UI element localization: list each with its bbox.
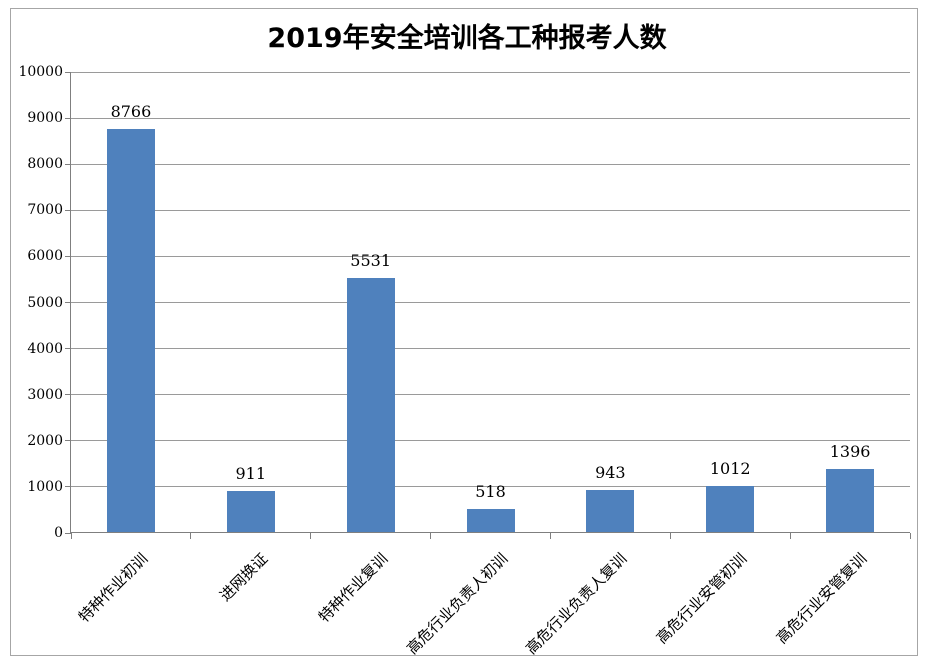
chart-title: 2019年安全培训各工种报考人数 bbox=[267, 23, 667, 54]
y-axis-tick bbox=[65, 209, 71, 211]
chart-frame bbox=[10, 8, 918, 656]
gridline-10000 bbox=[71, 71, 910, 73]
bar-value-label: 943 bbox=[595, 462, 626, 482]
bar-3 bbox=[346, 278, 395, 533]
bar-value-label: 911 bbox=[235, 464, 267, 483]
bar-value-label: 8766 bbox=[110, 101, 152, 121]
bar-1 bbox=[106, 128, 155, 533]
x-axis-tick bbox=[909, 533, 911, 539]
y-axis-tick bbox=[65, 394, 71, 396]
bar-5 bbox=[586, 489, 635, 533]
y-axis-tick bbox=[65, 440, 71, 442]
y-axis-tick bbox=[65, 255, 71, 257]
y-axis-tick bbox=[65, 348, 71, 350]
y-axis-tick bbox=[65, 302, 71, 303]
x-axis-tick bbox=[789, 533, 791, 539]
gridline-5000 bbox=[71, 302, 910, 303]
y-axis-tick-label: 2000 bbox=[27, 432, 63, 449]
x-axis-tick bbox=[310, 533, 312, 539]
gridline-2000 bbox=[71, 440, 910, 442]
y-axis-tick-label: 9000 bbox=[27, 110, 63, 127]
bar-4 bbox=[466, 509, 515, 533]
x-axis-tick bbox=[549, 533, 551, 539]
bar-value-label: 1396 bbox=[829, 441, 871, 461]
y-axis-tick bbox=[65, 532, 71, 534]
gridline-1000 bbox=[71, 486, 910, 488]
y-axis-tick-label: 6000 bbox=[27, 248, 63, 265]
y-axis-tick-label: 1000 bbox=[27, 478, 63, 495]
y-axis-line bbox=[70, 72, 71, 534]
gridline-7000 bbox=[71, 209, 910, 211]
y-axis-tick-label: 7000 bbox=[27, 202, 63, 219]
gridline-9000 bbox=[71, 117, 910, 119]
bar-value-label: 5531 bbox=[350, 251, 391, 271]
x-axis-tick bbox=[190, 533, 192, 539]
gridline-8000 bbox=[71, 163, 910, 165]
bar-7 bbox=[826, 468, 875, 533]
bar-value-label: 518 bbox=[475, 482, 506, 502]
y-axis-tick bbox=[65, 117, 71, 119]
y-axis-tick-label: 3000 bbox=[27, 386, 63, 403]
gridline-3000 bbox=[71, 394, 910, 396]
y-axis-tick bbox=[65, 71, 71, 73]
x-axis-tick bbox=[70, 533, 72, 539]
gridline-4000 bbox=[71, 348, 910, 350]
y-axis-tick-label: 4000 bbox=[27, 340, 63, 357]
bar-value-label: 1012 bbox=[709, 459, 751, 479]
y-axis-tick-label: 0 bbox=[54, 525, 63, 541]
y-axis-tick-label: 10000 bbox=[18, 64, 63, 80]
x-axis-line bbox=[71, 532, 910, 533]
y-axis-tick-label: 5000 bbox=[27, 294, 63, 311]
y-axis-tick bbox=[65, 486, 71, 488]
gridline-6000 bbox=[71, 255, 910, 257]
bar-6 bbox=[706, 486, 755, 533]
bar-2 bbox=[226, 491, 275, 533]
category-label: 特种作业初训 bbox=[74, 549, 152, 627]
x-axis-tick bbox=[669, 533, 671, 539]
y-axis-tick-label: 8000 bbox=[27, 156, 63, 173]
y-axis-tick bbox=[65, 163, 71, 165]
x-axis-tick bbox=[430, 533, 432, 539]
